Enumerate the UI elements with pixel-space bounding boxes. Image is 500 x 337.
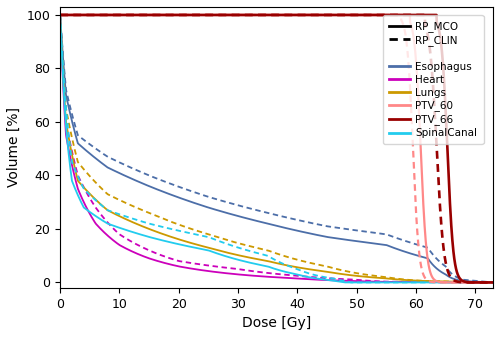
Legend: RP_MCO, RP_CLIN, , Esophagus, Heart, Lungs, PTV_60, PTV_66, SpinalCanal: RP_MCO, RP_CLIN, , Esophagus, Heart, Lun…	[383, 15, 484, 145]
Y-axis label: Volume [%]: Volume [%]	[7, 108, 21, 187]
X-axis label: Dose [Gy]: Dose [Gy]	[242, 316, 311, 330]
